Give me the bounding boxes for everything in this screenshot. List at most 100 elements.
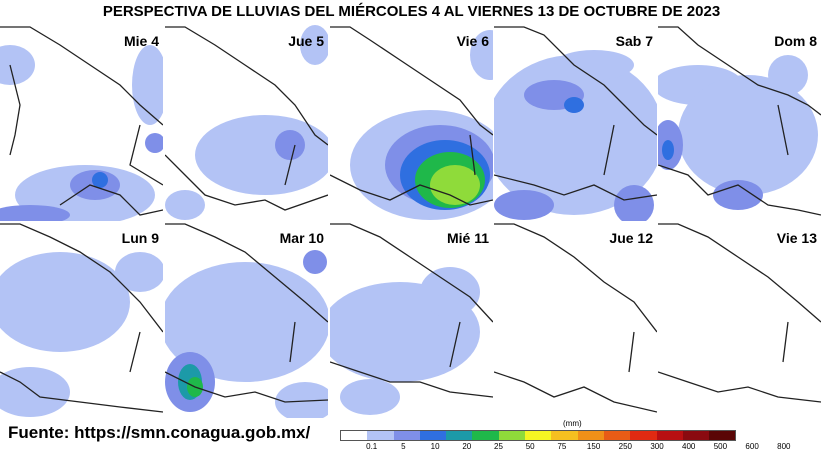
rain-area [662, 140, 674, 160]
rainfall-map [658, 26, 821, 216]
panel-date-label: Jue 12 [609, 230, 653, 246]
legend-swatch [367, 431, 394, 440]
legend-swatch [682, 431, 710, 440]
state-border [658, 223, 821, 403]
rain-area [430, 165, 480, 205]
forecast-map-panel: Sab 7 [494, 25, 657, 221]
rain-area [340, 379, 400, 415]
legend-swatch [341, 431, 368, 440]
rain-area [275, 130, 305, 160]
legend-swatch [577, 431, 604, 440]
rainfall-map [494, 26, 657, 221]
legend-swatch [525, 431, 552, 440]
legend-color-bar [340, 430, 737, 441]
forecast-map-panel: Lun 9 [0, 222, 163, 418]
rainfall-map [0, 223, 163, 417]
state-border [0, 26, 163, 216]
legend-swatch [498, 431, 526, 440]
legend-tick: 25 [494, 442, 503, 451]
forecast-map-panel: Jue 12 [494, 222, 657, 418]
legend-tick: 20 [462, 442, 472, 451]
state-border [330, 223, 493, 398]
rainfall-map [330, 26, 493, 220]
rain-area [165, 190, 205, 220]
rain-area [303, 250, 327, 274]
legend-tick: 0.1 [366, 442, 378, 451]
forecast-map-panel: Vie 6 [330, 25, 493, 221]
legend-tick: 600 [745, 442, 759, 451]
legend-swatch [603, 431, 631, 440]
rainfall-map [165, 25, 328, 220]
rain-area [300, 25, 328, 65]
panel-date-label: Vie 13 [776, 230, 817, 246]
rain-area [713, 180, 763, 210]
forecast-map-panel: Mie 4 [0, 25, 163, 221]
rain-area [0, 252, 130, 352]
state-border [658, 26, 821, 216]
forecast-map-panel: Dom 8 [658, 25, 821, 221]
rain-area [470, 30, 493, 80]
legend-tick: 250 [618, 442, 632, 451]
rainfall-map [165, 223, 328, 418]
rain-area [420, 267, 480, 317]
legend-tick: 10 [430, 442, 440, 451]
legend-tick: 800 [777, 442, 791, 451]
legend-swatch [656, 431, 683, 440]
legend-tick: 300 [650, 442, 664, 451]
source-credit: Fuente: https://smn.conagua.gob.mx/ [8, 423, 311, 442]
legend-tick: 5 [401, 442, 406, 451]
rain-area [614, 185, 654, 221]
forecast-map-panel: Mar 10 [165, 222, 328, 418]
forecast-map-panel: Jue 5 [165, 25, 328, 221]
map-title: PERSPECTIVA DE LLUVIAS DEL MIÉRCOLES 4 A… [102, 3, 721, 20]
rainfall-map [0, 26, 163, 221]
rainfall-map [330, 223, 493, 415]
rain-area [564, 97, 584, 113]
legend-ticks: 0.1 5 10 20 25 50 75 150 250 300 400 500 600 800 [340, 442, 816, 452]
rain-area [165, 262, 328, 382]
rain-area [145, 133, 163, 153]
legend-tick: 50 [525, 442, 535, 451]
rain-area [768, 55, 808, 95]
rain-area [0, 205, 70, 221]
legend-swatch [419, 431, 447, 440]
state-border [494, 26, 657, 201]
state-border [165, 26, 328, 211]
rain-area [0, 45, 35, 85]
panel-date-label: Mie 4 [123, 33, 159, 49]
panel-date-label: Jue 5 [288, 33, 324, 49]
legend-swatch [630, 431, 657, 440]
state-border [330, 26, 493, 206]
rain-area [0, 367, 70, 417]
panel-date-label: Mié 11 [446, 230, 489, 246]
rain-area [275, 382, 328, 418]
legend-swatch [551, 431, 578, 440]
rainfall-map [494, 223, 657, 413]
forecast-map-panel: Vie 13 [658, 222, 821, 418]
legend-tick: 500 [713, 442, 728, 451]
rain-area [195, 115, 328, 195]
legend-tick: 150 [586, 442, 601, 451]
state-border [165, 223, 328, 403]
state-border [494, 223, 657, 413]
legend-swatch [446, 431, 473, 440]
legend-swatch [709, 431, 736, 440]
state-border [0, 223, 163, 413]
legend-tick: 400 [682, 442, 696, 451]
rain-area [678, 75, 818, 195]
panel-date-label: Sab 7 [615, 33, 653, 49]
rain-area [494, 190, 554, 220]
rain-area [115, 252, 163, 292]
precipitation-legend: 0.1 5 10 20 25 50 75 150 250 300 400 500 600 800 [340, 420, 816, 452]
panel-date-label: Lun 9 [121, 230, 159, 246]
rain-area [132, 45, 163, 125]
panel-date-label: Dom 8 [774, 33, 817, 49]
legend-tick: 75 [557, 442, 567, 451]
legend-swatch [472, 431, 499, 440]
panel-date-label: Mar 10 [279, 230, 324, 246]
rain-area [92, 172, 108, 188]
forecast-map-panel: Mié 11 [330, 222, 493, 418]
rain-area [554, 50, 634, 80]
legend-swatch [393, 431, 420, 440]
legend-unit: (mm) [563, 419, 582, 428]
